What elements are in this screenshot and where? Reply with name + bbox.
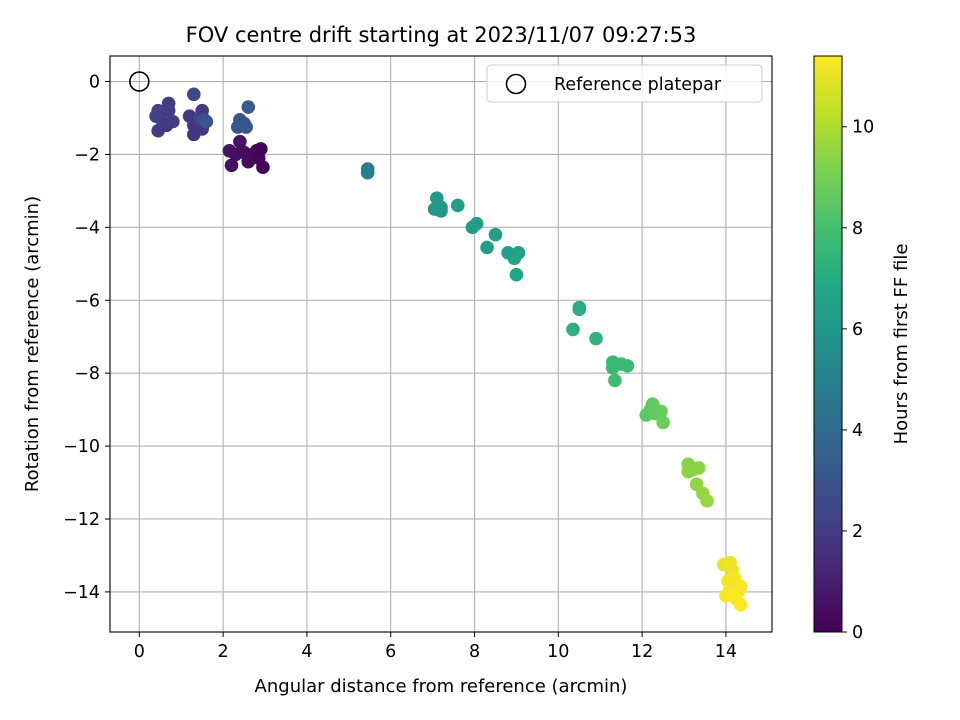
- legend-reference-marker: [505, 73, 527, 95]
- legend-box: [486, 64, 763, 103]
- y-axis-label: Rotation from reference (arcmin): [22, 196, 43, 492]
- y-tick-label: −6: [74, 291, 100, 311]
- colorbar-gradient: [813, 55, 843, 633]
- data-point: [572, 302, 587, 317]
- data-point: [480, 240, 494, 255]
- data-point: [608, 373, 622, 388]
- reference-platepar-marker: [129, 71, 150, 92]
- x-tick-label: 6: [385, 642, 396, 662]
- data-point: [620, 359, 635, 373]
- data-point: [186, 87, 201, 102]
- x-axis-label: Angular distance from reference (arcmin): [255, 676, 628, 697]
- colorbar: 0 2 4 6 8 10 Hours from first FF file: [813, 55, 912, 643]
- colorbar-ticks: 0 2 4 6 8 10: [842, 118, 874, 643]
- y-tick-label: −10: [63, 437, 100, 457]
- data-point: [254, 142, 268, 156]
- colorbar-label: Hours from first FF file: [891, 244, 912, 445]
- colorbar-tick-label: 0: [852, 623, 863, 643]
- y-tick-label: −4: [74, 218, 100, 238]
- data-points: [149, 87, 748, 612]
- data-point: [566, 322, 580, 337]
- y-tick-label: −12: [63, 510, 100, 530]
- data-point: [241, 100, 256, 114]
- data-point: [654, 404, 668, 419]
- x-tick-label: 8: [469, 642, 480, 662]
- data-point: [256, 160, 270, 174]
- y-tick-label: −14: [63, 583, 100, 603]
- data-point: [166, 114, 180, 129]
- colorbar-tick-label: 2: [852, 522, 863, 542]
- data-point: [691, 461, 706, 475]
- x-tick-label: 12: [631, 642, 653, 662]
- data-point: [434, 200, 448, 215]
- data-point: [509, 267, 524, 282]
- x-tick-label: 0: [134, 642, 145, 662]
- colorbar-tick-label: 10: [852, 118, 874, 138]
- data-point: [656, 415, 670, 430]
- data-point: [488, 227, 503, 242]
- legend: Reference platepar: [486, 64, 763, 103]
- legend-reference-label: Reference platepar: [554, 75, 722, 95]
- data-point: [589, 331, 603, 346]
- y-tick-label: 0: [89, 73, 100, 93]
- grid-lines: [110, 56, 772, 632]
- y-tick-label: −8: [74, 364, 100, 384]
- data-point: [733, 597, 748, 612]
- data-point: [700, 493, 714, 508]
- x-tick-label: 4: [301, 642, 312, 662]
- data-point: [224, 158, 239, 173]
- x-axis-ticks: 0 2 4 6 8 10 12 14: [134, 632, 737, 662]
- data-point: [511, 246, 526, 260]
- colorbar-tick-label: 6: [852, 320, 863, 340]
- plot-frame: [109, 55, 773, 633]
- x-tick-label: 2: [218, 642, 229, 662]
- data-point: [360, 165, 375, 180]
- data-point: [469, 216, 484, 231]
- colorbar-tick-label: 8: [852, 219, 863, 239]
- data-point: [239, 120, 253, 134]
- data-point: [233, 134, 247, 149]
- data-point: [199, 114, 214, 129]
- chart-title: FOV centre drift starting at 2023/11/07 …: [186, 23, 697, 47]
- x-tick-label: 10: [547, 642, 569, 662]
- x-tick-label: 14: [715, 642, 737, 662]
- y-axis-ticks: 0 −2 −4 −6 −8 −10 −12 −14: [63, 73, 110, 603]
- data-point: [161, 103, 176, 118]
- colorbar-tick-label: 4: [852, 421, 863, 441]
- y-tick-label: −2: [74, 145, 100, 165]
- data-point: [450, 198, 465, 213]
